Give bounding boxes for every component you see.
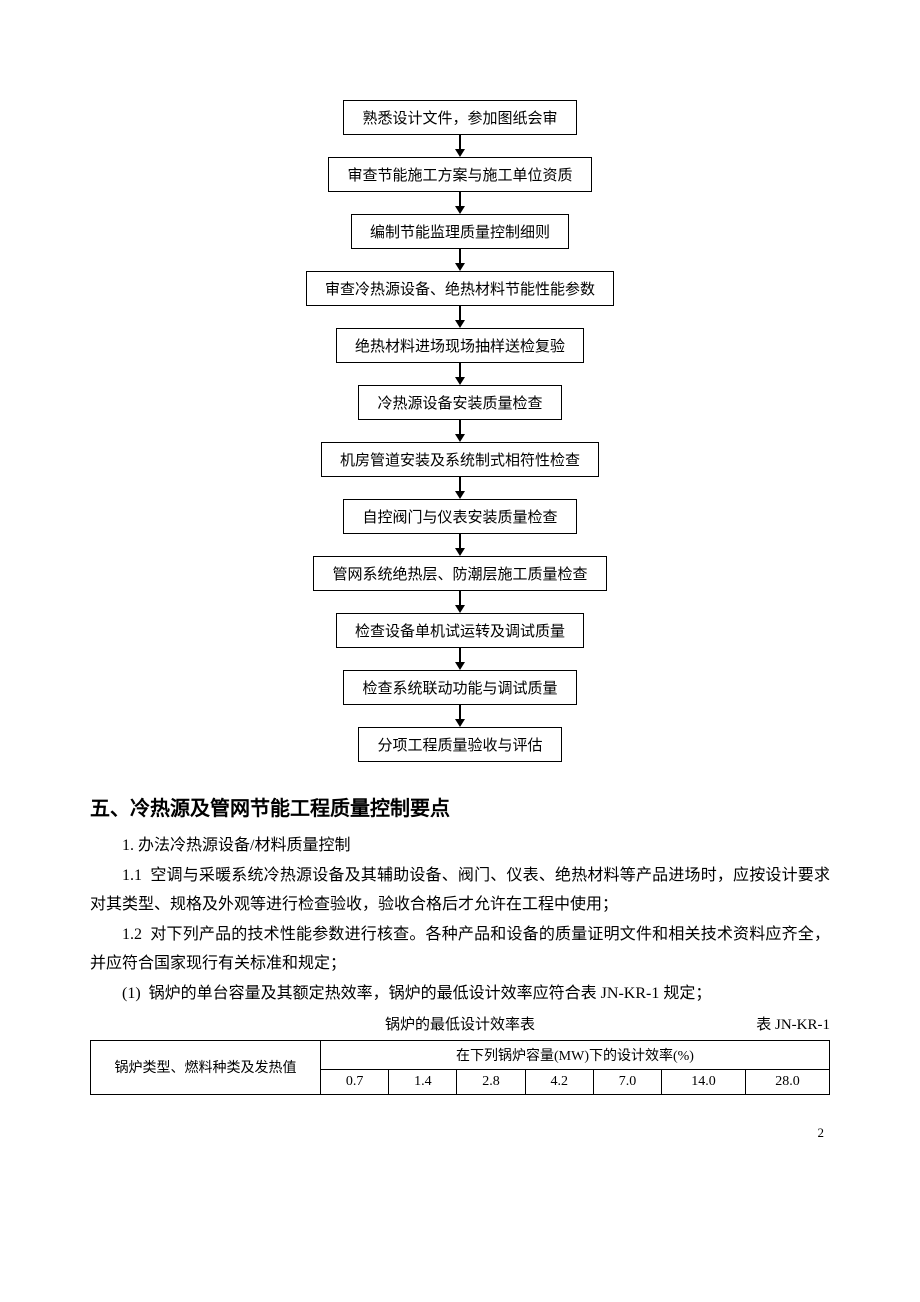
flow-arrow: [455, 534, 465, 556]
flow-arrow: [455, 477, 465, 499]
efficiency-table: 锅炉类型、燃料种类及发热值 在下列锅炉容量(MW)下的设计效率(%) 0.7 1…: [90, 1040, 830, 1095]
table-caption-row: 锅炉的最低设计效率表 表 JN-KR-1: [90, 1013, 830, 1034]
table-caption: 锅炉的最低设计效率表: [385, 1017, 535, 1033]
table-row-header: 锅炉类型、燃料种类及发热值: [91, 1040, 321, 1094]
para-num-3: 1.2: [122, 926, 142, 943]
para-num-4: (1): [122, 985, 141, 1002]
flow-arrow: [455, 591, 465, 613]
flow-box-11: 检查系统联动功能与调试质量: [343, 670, 576, 705]
table-caption-right: 表 JN-KR-1: [756, 1013, 830, 1034]
section-heading: 五、冷热源及管网节能工程质量控制要点: [90, 792, 830, 821]
para-text-2: 空调与采暖系统冷热源设备及其辅助设备、阀门、仪表、绝热材料等产品进场时，应按设计…: [90, 867, 830, 914]
table-cell: 7.0: [593, 1069, 661, 1094]
flow-arrow: [455, 249, 465, 271]
flow-box-8: 自控阀门与仪表安装质量检查: [343, 499, 576, 534]
flow-box-6: 冷热源设备安装质量检查: [358, 385, 561, 420]
flow-box-10: 检查设备单机试运转及调试质量: [336, 613, 584, 648]
flow-box-12: 分项工程质量验收与评估: [358, 727, 561, 762]
flow-arrow: [455, 705, 465, 727]
table-row: 锅炉类型、燃料种类及发热值 在下列锅炉容量(MW)下的设计效率(%): [91, 1040, 830, 1069]
flowchart: 熟悉设计文件，参加图纸会审 审查节能施工方案与施工单位资质 编制节能监理质量控制…: [90, 100, 830, 762]
paragraph-3: 1.2 对下列产品的技术性能参数进行核查。各种产品和设备的质量证明文件和相关技术…: [90, 920, 830, 979]
paragraph-2: 1.1 空调与采暖系统冷热源设备及其辅助设备、阀门、仪表、绝热材料等产品进场时，…: [90, 861, 830, 920]
table-cell: 28.0: [745, 1069, 829, 1094]
table-cell: 0.7: [321, 1069, 389, 1094]
flow-box-9: 管网系统绝热层、防潮层施工质量检查: [313, 556, 606, 591]
table-cell: 14.0: [662, 1069, 746, 1094]
page-number: 2: [90, 1125, 830, 1141]
flow-box-4: 审查冷热源设备、绝热材料节能性能参数: [306, 271, 614, 306]
flow-box-3: 编制节能监理质量控制细则: [351, 214, 569, 249]
flow-box-5: 绝热材料进场现场抽样送检复验: [336, 328, 584, 363]
table-cell: 1.4: [389, 1069, 457, 1094]
flow-arrow: [455, 192, 465, 214]
para-text-3: 对下列产品的技术性能参数进行核查。各种产品和设备的质量证明文件和相关技术资料应齐…: [90, 926, 830, 973]
flow-arrow: [455, 363, 465, 385]
para-text-4: 锅炉的单台容量及其额定热效率，锅炉的最低设计效率应符合表 JN-KR-1 规定；: [149, 985, 712, 1002]
para-text-1: 办法冷热源设备/材料质量控制: [138, 837, 350, 854]
para-num-2: 1.1: [122, 867, 142, 884]
paragraph-4: (1) 锅炉的单台容量及其额定热效率，锅炉的最低设计效率应符合表 JN-KR-1…: [90, 979, 830, 1009]
flow-box-2: 审查节能施工方案与施工单位资质: [328, 157, 591, 192]
flow-arrow: [455, 306, 465, 328]
paragraph-1: 1. 办法冷热源设备/材料质量控制: [90, 831, 830, 861]
flow-box-7: 机房管道安装及系统制式相符性检查: [321, 442, 599, 477]
table-cell: 2.8: [457, 1069, 525, 1094]
flow-arrow: [455, 648, 465, 670]
flow-arrow: [455, 420, 465, 442]
para-num-1: 1.: [122, 837, 134, 854]
table-cell: 4.2: [525, 1069, 593, 1094]
table-header-span: 在下列锅炉容量(MW)下的设计效率(%): [321, 1040, 830, 1069]
flow-arrow: [455, 135, 465, 157]
flow-box-1: 熟悉设计文件，参加图纸会审: [343, 100, 576, 135]
